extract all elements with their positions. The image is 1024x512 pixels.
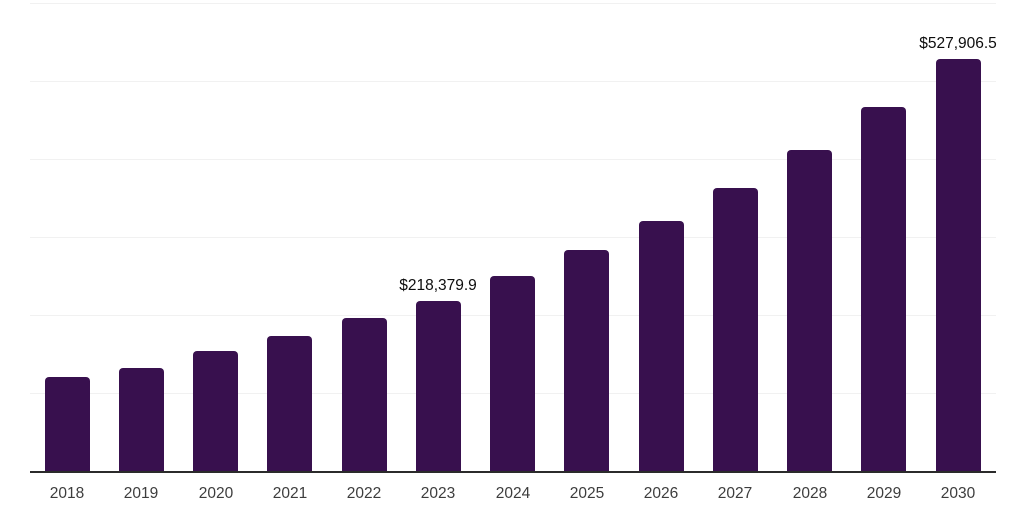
bar-2027	[713, 188, 758, 471]
bar-2022	[342, 318, 387, 471]
bar-2030	[936, 59, 981, 471]
x-tick-label: 2022	[346, 485, 382, 502]
bar-2021	[267, 336, 312, 471]
bar-2024	[490, 276, 535, 471]
x-tick-label: 2019	[123, 485, 159, 502]
x-axis-line	[30, 471, 996, 473]
gridline	[30, 237, 996, 238]
bar-2023	[416, 301, 461, 471]
bar-2019	[119, 368, 164, 471]
gridline	[30, 81, 996, 82]
gridline	[30, 3, 996, 4]
bar-2018	[45, 377, 90, 471]
bar-2025	[564, 250, 609, 471]
x-tick-label: 2021	[272, 485, 308, 502]
x-tick-label: 2025	[569, 485, 605, 502]
bar-2020	[193, 351, 238, 471]
x-tick-label: 2023	[420, 485, 456, 502]
x-tick-label: 2018	[49, 485, 85, 502]
x-tick-label: 2027	[717, 485, 753, 502]
x-tick-label: 2030	[940, 485, 976, 502]
x-tick-label: 2026	[643, 485, 679, 502]
x-tick-label: 2020	[198, 485, 234, 502]
bar-2029	[861, 107, 906, 471]
x-tick-label: 2029	[866, 485, 902, 502]
x-tick-label: 2024	[495, 485, 531, 502]
bar-2026	[639, 221, 684, 471]
data-label-2030: $527,906.5	[919, 35, 997, 52]
data-label-2023: $218,379.9	[399, 277, 477, 294]
gridline	[30, 159, 996, 160]
x-tick-label: 2028	[792, 485, 828, 502]
bar-2028	[787, 150, 832, 471]
